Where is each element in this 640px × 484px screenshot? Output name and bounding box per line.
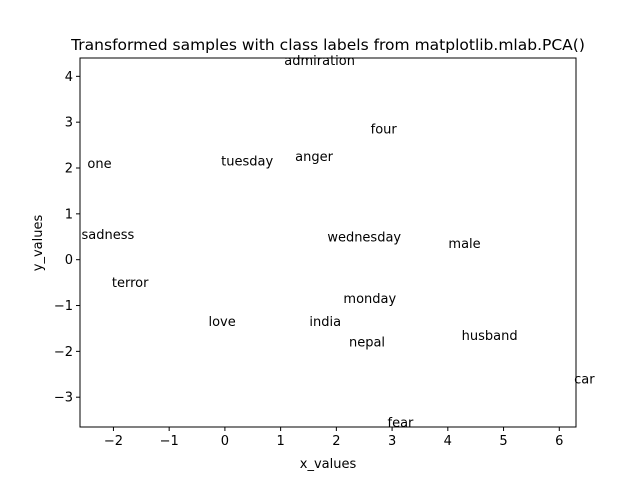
plot-area-frame	[79, 57, 577, 428]
chart-title: Transformed samples with class labels fr…	[70, 36, 585, 54]
x-tick-label: 6	[555, 434, 563, 449]
point-label-four: four	[371, 123, 398, 138]
point-label-admiration: admiration	[284, 54, 355, 69]
point-label-car: car	[574, 372, 595, 387]
y-tick-label: −1	[54, 299, 73, 314]
point-label-love: love	[208, 315, 235, 330]
point-label-husband: husband	[462, 329, 518, 344]
point-label-fear: fear	[388, 416, 415, 431]
point-labels-layer: admiration four one tuesday anger sadness wedn…	[81, 54, 595, 431]
y-tick-label: 3	[65, 116, 73, 131]
y-axis-ticks: −3 −2 −1 0 1 2 3 4	[54, 70, 80, 406]
point-label-one: one	[87, 157, 111, 172]
point-label-anger: anger	[295, 150, 333, 165]
x-tick-label: 4	[444, 434, 452, 449]
x-tick-label: 5	[499, 434, 507, 449]
point-label-monday: monday	[343, 292, 396, 307]
x-axis-ticks: −2 −1 0 1 2 3 4 5 6	[104, 427, 563, 449]
x-tick-label: 2	[332, 434, 340, 449]
point-label-terror: terror	[112, 276, 149, 291]
point-label-male: male	[448, 237, 480, 252]
y-tick-label: 2	[65, 162, 73, 177]
point-label-india: india	[309, 315, 341, 330]
point-label-nepal: nepal	[349, 336, 385, 351]
y-tick-label: −2	[54, 345, 73, 360]
x-tick-label: −2	[104, 434, 123, 449]
y-tick-label: −3	[54, 391, 73, 406]
y-tick-label: 0	[65, 253, 73, 268]
x-axis-label: x_values	[300, 457, 357, 472]
y-axis-label: y_values	[31, 215, 46, 272]
y-tick-label: 1	[65, 207, 73, 222]
x-tick-label: −1	[160, 434, 179, 449]
point-label-sadness: sadness	[81, 228, 134, 243]
x-tick-label: 3	[388, 434, 396, 449]
point-label-tuesday: tuesday	[221, 155, 273, 170]
y-tick-label: 4	[65, 70, 73, 85]
point-label-wednesday: wednesday	[327, 230, 401, 245]
x-tick-label: 0	[221, 434, 229, 449]
x-tick-label: 1	[276, 434, 284, 449]
